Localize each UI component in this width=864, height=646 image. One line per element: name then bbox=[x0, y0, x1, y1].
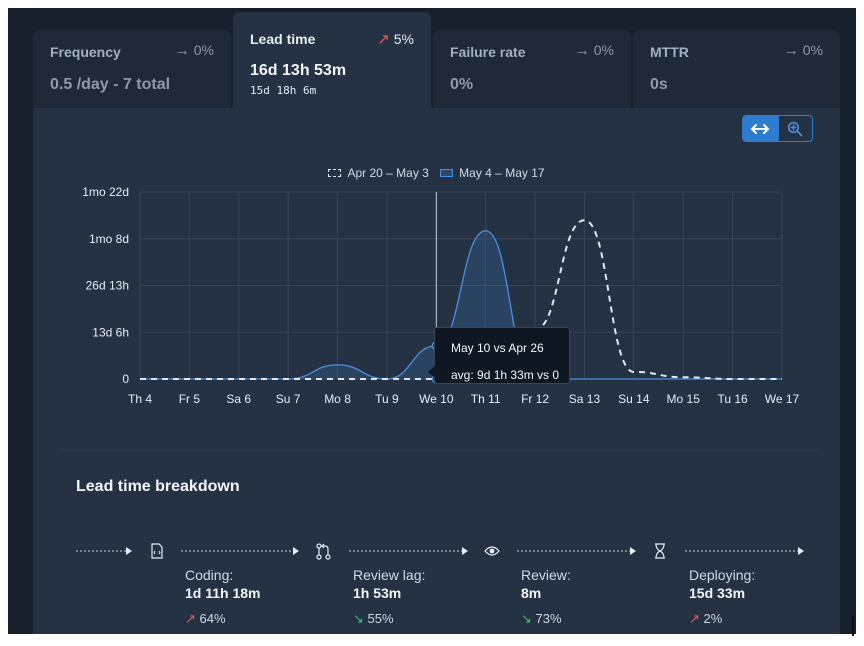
zoom-mode-button[interactable] bbox=[777, 116, 813, 141]
step-value-coding: 1d 11h 18m bbox=[185, 585, 261, 601]
step-label-deploying: Deploying: bbox=[689, 567, 756, 583]
tab-change: → 0% bbox=[574, 42, 614, 59]
hourglass-icon bbox=[655, 543, 665, 559]
step-value-review: 8m bbox=[521, 585, 542, 601]
x-tick-label: We 10 bbox=[419, 392, 454, 406]
zoom-in-icon bbox=[788, 121, 803, 136]
tab-title: Frequency bbox=[50, 44, 121, 60]
y-tick-label: 26d 13h bbox=[86, 279, 129, 293]
chart-legend: Apr 20 – May 3 May 4 – May 17 bbox=[33, 166, 840, 180]
tooltip-caret bbox=[428, 366, 435, 378]
step-value-deploying: 15d 33m bbox=[689, 585, 746, 601]
step-change-review-lag: ↘ 55% bbox=[353, 611, 394, 626]
trend-up-icon: ↗ bbox=[377, 31, 390, 48]
step-label-review-lag: Review lag: bbox=[353, 567, 426, 583]
step-change-coding: ↗ 64% bbox=[185, 611, 226, 626]
breakdown-title: Lead time breakdown bbox=[76, 478, 240, 495]
flow-arrow bbox=[76, 547, 132, 555]
x-tick-label: Su 14 bbox=[618, 392, 650, 406]
metric-tabs: Frequency → 0% 0.5 /day - 7 total Lead t… bbox=[33, 12, 840, 108]
file-code-icon bbox=[151, 543, 163, 559]
tab-sub-value: 15d 18h 6m bbox=[250, 84, 317, 97]
step-label-coding: Coding: bbox=[185, 567, 234, 583]
legend-current-period[interactable]: May 4 – May 17 bbox=[440, 166, 545, 180]
x-tick-label: Mo 15 bbox=[667, 392, 701, 406]
x-tick-label: Tu 9 bbox=[375, 392, 399, 406]
step-value-review-lag: 1h 53m bbox=[353, 585, 402, 601]
legend-previous-period[interactable]: Apr 20 – May 3 bbox=[328, 166, 429, 180]
trend-up-icon: ↗ bbox=[689, 611, 700, 626]
arrow-right-icon: → bbox=[783, 42, 799, 59]
tab-change: ↗ 5% bbox=[377, 31, 414, 48]
x-tick-label: We 17 bbox=[765, 392, 800, 406]
tooltip-value: avg: 9d 1h 33m vs 0 bbox=[451, 368, 560, 382]
step-change-deploying: ↗ 2% bbox=[689, 611, 723, 626]
tab-title: Lead time bbox=[250, 31, 316, 47]
window-edge-marker bbox=[852, 616, 854, 636]
tab-value: 0% bbox=[450, 76, 474, 93]
app-frame: Frequency → 0% 0.5 /day - 7 total Lead t… bbox=[8, 8, 856, 634]
flow-arrow bbox=[685, 547, 804, 555]
section-divider bbox=[59, 450, 819, 451]
tooltip-title: May 10 vs Apr 26 bbox=[451, 341, 544, 355]
series-area-current bbox=[140, 230, 782, 379]
y-tick-label: 0 bbox=[122, 372, 129, 386]
tab-title: Failure rate bbox=[450, 44, 526, 60]
trend-up-icon: ↗ bbox=[185, 611, 196, 626]
tab-failure-rate[interactable]: Failure rate → 0% 0% bbox=[433, 30, 631, 108]
x-tick-label: Sa 6 bbox=[226, 392, 251, 406]
x-tick-label: Su 7 bbox=[276, 392, 301, 406]
arrow-right-icon: → bbox=[174, 42, 190, 59]
arrow-right-icon: → bbox=[574, 42, 590, 59]
y-tick-label: 1mo 8d bbox=[89, 232, 129, 246]
tab-value: 0s bbox=[650, 76, 668, 93]
flow-arrow bbox=[349, 547, 468, 555]
x-tick-label: Tu 16 bbox=[717, 392, 748, 406]
y-tick-label: 1mo 22d bbox=[82, 185, 129, 199]
series-line-current bbox=[139, 230, 782, 380]
chart-panel: Apr 20 – May 3 May 4 – May 17 0 13d 6h 26d… bbox=[33, 108, 840, 634]
chart-mode-toggle bbox=[742, 115, 813, 142]
step-label-review: Review: bbox=[521, 567, 571, 583]
chart-tooltip: May 10 vs Apr 26 avg: 9d 1h 33m vs 0 bbox=[428, 327, 570, 384]
trend-down-icon: ↘ bbox=[353, 611, 364, 626]
tab-value: 0.5 /day - 7 total bbox=[50, 76, 171, 93]
tab-change: → 0% bbox=[783, 42, 823, 59]
breakdown-flow bbox=[76, 543, 804, 560]
pull-request-icon bbox=[316, 543, 331, 560]
flow-arrow bbox=[517, 547, 636, 555]
trend-down-icon: ↘ bbox=[521, 611, 532, 626]
solid-swatch-icon bbox=[440, 169, 454, 177]
lead-time-chart: 0 13d 6h 26d 13h 1mo 8d 1mo 22d Th 4 Fr 5 Sa 6 S… bbox=[82, 185, 800, 406]
flow-arrow bbox=[181, 547, 299, 555]
x-tick-label: Sa 13 bbox=[569, 392, 601, 406]
x-tick-label: Th 4 bbox=[128, 392, 152, 406]
pan-mode-button[interactable] bbox=[743, 116, 778, 141]
x-tick-label: Fr 5 bbox=[179, 392, 201, 406]
tab-value: 16d 13h 53m bbox=[250, 62, 347, 79]
step-change-review: ↘ 73% bbox=[521, 611, 562, 626]
x-tick-label: Mo 8 bbox=[324, 392, 351, 406]
horizontal-arrows-icon bbox=[751, 123, 770, 134]
eye-icon bbox=[484, 546, 500, 556]
tab-change: → 0% bbox=[174, 42, 214, 59]
tab-mttr[interactable]: MTTR → 0% 0s bbox=[633, 30, 840, 108]
tab-frequency[interactable]: Frequency → 0% 0.5 /day - 7 total bbox=[33, 30, 231, 108]
tab-lead-time[interactable]: Lead time ↗ 5% 16d 13h 53m 15d 18h 6m bbox=[233, 12, 431, 108]
x-tick-label: Th 11 bbox=[471, 392, 501, 406]
x-tick-label: Fr 12 bbox=[521, 392, 549, 406]
dashed-swatch-icon bbox=[328, 169, 342, 177]
y-tick-label: 13d 6h bbox=[92, 325, 129, 339]
tab-title: MTTR bbox=[650, 44, 689, 60]
